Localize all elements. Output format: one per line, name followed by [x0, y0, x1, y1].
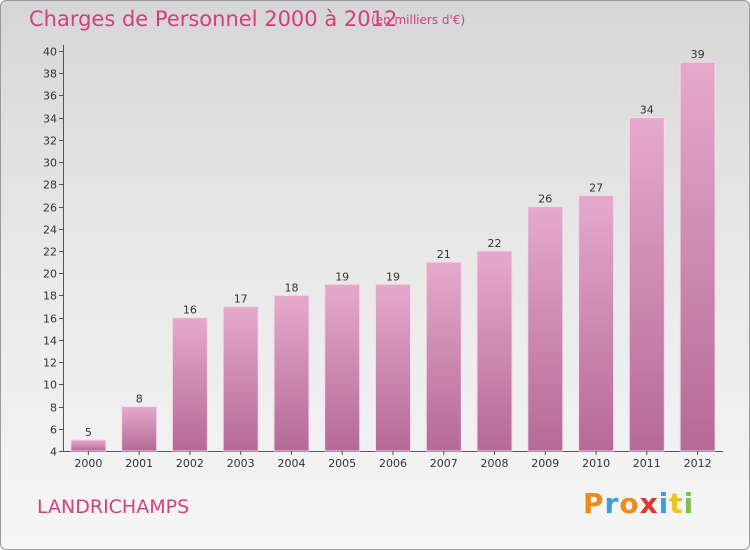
y-tick-label: 6 — [50, 424, 57, 437]
y-tick-label: 16 — [43, 313, 57, 326]
y-tick-label: 10 — [43, 379, 57, 392]
bar-value-label: 39 — [691, 48, 705, 61]
bar — [273, 294, 310, 452]
brand-logo: Proxiti — [583, 487, 694, 520]
bar-value-label: 27 — [589, 181, 603, 194]
brand-letter: i — [683, 487, 695, 520]
bar — [425, 261, 462, 452]
bar — [375, 283, 411, 452]
bar-value-label: 22 — [488, 237, 502, 250]
x-tick-label: 2006 — [379, 457, 407, 470]
y-tick-label: 26 — [43, 202, 57, 215]
bar — [527, 206, 564, 452]
chart-title: Charges de Personnel 2000 à 2012 — [29, 7, 398, 31]
bar — [324, 283, 361, 452]
y-tick-label: 38 — [43, 68, 57, 81]
bar-value-label: 34 — [640, 104, 654, 117]
y-tick-label: 24 — [43, 224, 57, 237]
x-tick-label: 2010 — [582, 457, 610, 470]
x-tick-label: 2001 — [125, 457, 153, 470]
bar — [171, 317, 208, 452]
y-tick-label: 8 — [50, 402, 57, 415]
x-tick-label: 2012 — [684, 457, 712, 470]
y-tick-label: 22 — [43, 246, 57, 259]
brand-letter: o — [619, 487, 640, 520]
bar — [121, 406, 158, 452]
x-tick-label: 2011 — [633, 457, 661, 470]
x-tick-label: 2009 — [531, 457, 559, 470]
brand-letter: x — [639, 487, 659, 520]
place-name: LANDRICHAMPS — [37, 496, 190, 518]
brand-letter: P — [583, 487, 605, 520]
bar — [578, 194, 615, 452]
x-tick-label: 2004 — [278, 457, 306, 470]
y-tick-label: 36 — [43, 90, 57, 103]
x-tick-label: 2007 — [430, 457, 458, 470]
bar — [679, 61, 716, 452]
bar-value-label: 19 — [386, 270, 400, 283]
bar — [628, 117, 665, 452]
bar-value-label: 19 — [335, 270, 349, 283]
y-tick-label: 32 — [43, 135, 57, 148]
bar-value-label: 17 — [234, 293, 248, 306]
x-tick-label: 2000 — [74, 457, 102, 470]
y-tick-label: 28 — [43, 179, 57, 192]
bar-value-label: 18 — [285, 281, 299, 294]
bar — [222, 306, 259, 452]
y-tick-label: 12 — [43, 357, 57, 370]
chart-subtitle: (en milliers d'€) — [371, 13, 466, 27]
y-tick-label: 20 — [43, 268, 57, 281]
brand-letter: i — [658, 487, 670, 520]
x-tick-label: 2008 — [481, 457, 509, 470]
bar-value-label: 16 — [183, 304, 197, 317]
bar-value-label: 21 — [437, 248, 451, 261]
bar-value-label: 5 — [85, 426, 92, 439]
y-tick-label: 4 — [50, 446, 57, 459]
brand-letter: t — [669, 487, 684, 520]
y-tick-label: 30 — [43, 157, 57, 170]
y-tick-label: 40 — [43, 46, 57, 59]
x-tick-label: 2002 — [176, 457, 204, 470]
x-tick-label: 2005 — [328, 457, 356, 470]
y-tick-label: 34 — [43, 113, 57, 126]
x-tick-label: 2003 — [227, 457, 255, 470]
bar-value-label: 26 — [538, 193, 552, 206]
brand-letter: r — [604, 487, 620, 520]
y-tick-label: 18 — [43, 290, 57, 303]
bar — [70, 439, 107, 452]
y-tick-label: 14 — [43, 335, 57, 348]
bar — [476, 250, 513, 452]
bar-value-label: 8 — [136, 393, 143, 406]
